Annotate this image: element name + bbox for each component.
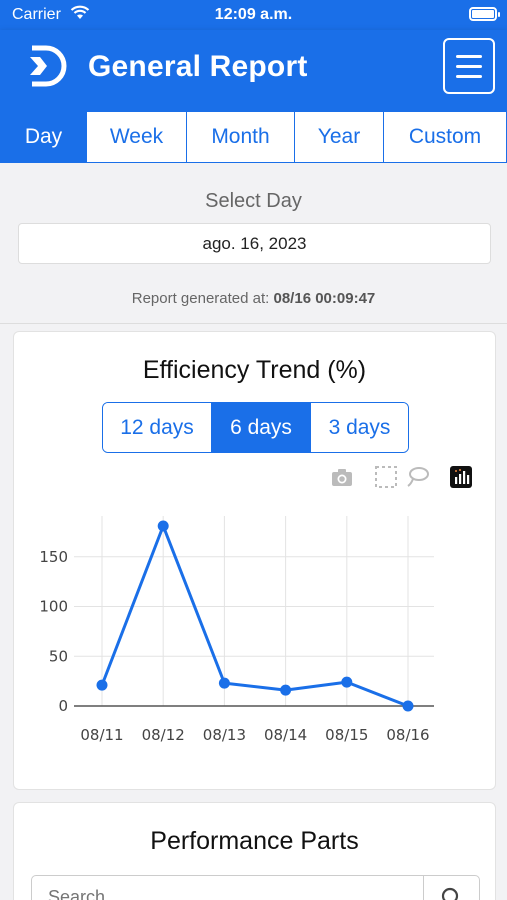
- parts-card-title: Performance Parts: [150, 827, 359, 855]
- performance-parts-card: Performance Parts: [13, 802, 496, 900]
- plotly-logo-icon[interactable]: [449, 465, 473, 489]
- y-tick-label: 150: [39, 548, 68, 566]
- x-tick-label: 08/13: [203, 726, 246, 744]
- app-header: General Report: [0, 30, 507, 112]
- tab-custom[interactable]: Custom: [384, 112, 506, 162]
- data-point: [402, 700, 414, 712]
- range-6-days-button[interactable]: 6 days: [212, 403, 310, 452]
- efficiency-trend-card: Efficiency Trend (%) 12 days 6 days 3 da…: [13, 331, 496, 790]
- status-bar: Carrier 12:09 a.m.: [0, 0, 507, 30]
- y-tick-label: 0: [58, 697, 68, 715]
- divider: [0, 323, 507, 324]
- lasso-select-icon[interactable]: [406, 465, 430, 489]
- x-tick-label: 08/16: [386, 726, 429, 744]
- search-icon: [441, 887, 459, 900]
- data-point: [341, 676, 353, 688]
- x-tick-label: 08/11: [80, 726, 123, 744]
- battery-icon: [469, 7, 500, 21]
- camera-icon[interactable]: [330, 465, 354, 489]
- x-tick-label: 08/12: [142, 726, 185, 744]
- hamburger-icon-bar: [456, 75, 482, 78]
- parts-search-row: [31, 875, 480, 900]
- y-tick-label: 100: [39, 598, 68, 616]
- efficiency-line-chart: 0 50 100 150 08/11 08/12 08/13 08/14 08/15 08/16: [39, 516, 434, 744]
- report-generated-text: Report generated at: 08/16 00:09:47: [0, 290, 507, 307]
- period-tabs: Day Week Month Year Custom: [0, 112, 507, 163]
- data-point: [218, 677, 230, 689]
- select-day-label: Select Day: [205, 190, 302, 212]
- tab-year[interactable]: Year: [295, 112, 384, 162]
- x-tick-label: 08/14: [264, 726, 307, 744]
- clock: 12:09 a.m.: [214, 6, 293, 23]
- wifi-icon: [70, 5, 90, 19]
- hamburger-menu-button[interactable]: [443, 38, 495, 94]
- efficiency-card-title: Efficiency Trend (%): [142, 356, 367, 384]
- range-selector: 12 days 6 days 3 days: [102, 402, 409, 453]
- app-logo-icon: [30, 45, 67, 87]
- range-3-days-button[interactable]: 3 days: [310, 403, 408, 452]
- parts-search-input[interactable]: [31, 875, 424, 900]
- series-line: [100, 524, 409, 708]
- tab-month[interactable]: Month: [187, 112, 295, 162]
- report-generated-label: Report generated at:: [131, 290, 270, 307]
- hamburger-icon-bar: [456, 65, 482, 68]
- hamburger-icon: [456, 55, 482, 58]
- report-generated-value: 08/16 00:09:47: [273, 290, 376, 307]
- data-point: [96, 679, 108, 691]
- data-point: [157, 520, 169, 532]
- carrier-label: Carrier: [12, 6, 61, 23]
- tab-day[interactable]: Day: [1, 112, 87, 162]
- date-picker-field[interactable]: ago. 16, 2023: [18, 223, 491, 264]
- search-button[interactable]: [423, 875, 480, 900]
- x-tick-label: 08/15: [325, 726, 368, 744]
- y-tick-label: 50: [49, 647, 68, 665]
- data-point: [280, 684, 292, 696]
- page-title: General Report: [88, 50, 308, 83]
- box-select-icon[interactable]: [374, 465, 398, 489]
- tab-week[interactable]: Week: [87, 112, 187, 162]
- range-12-days-button[interactable]: 12 days: [103, 403, 212, 452]
